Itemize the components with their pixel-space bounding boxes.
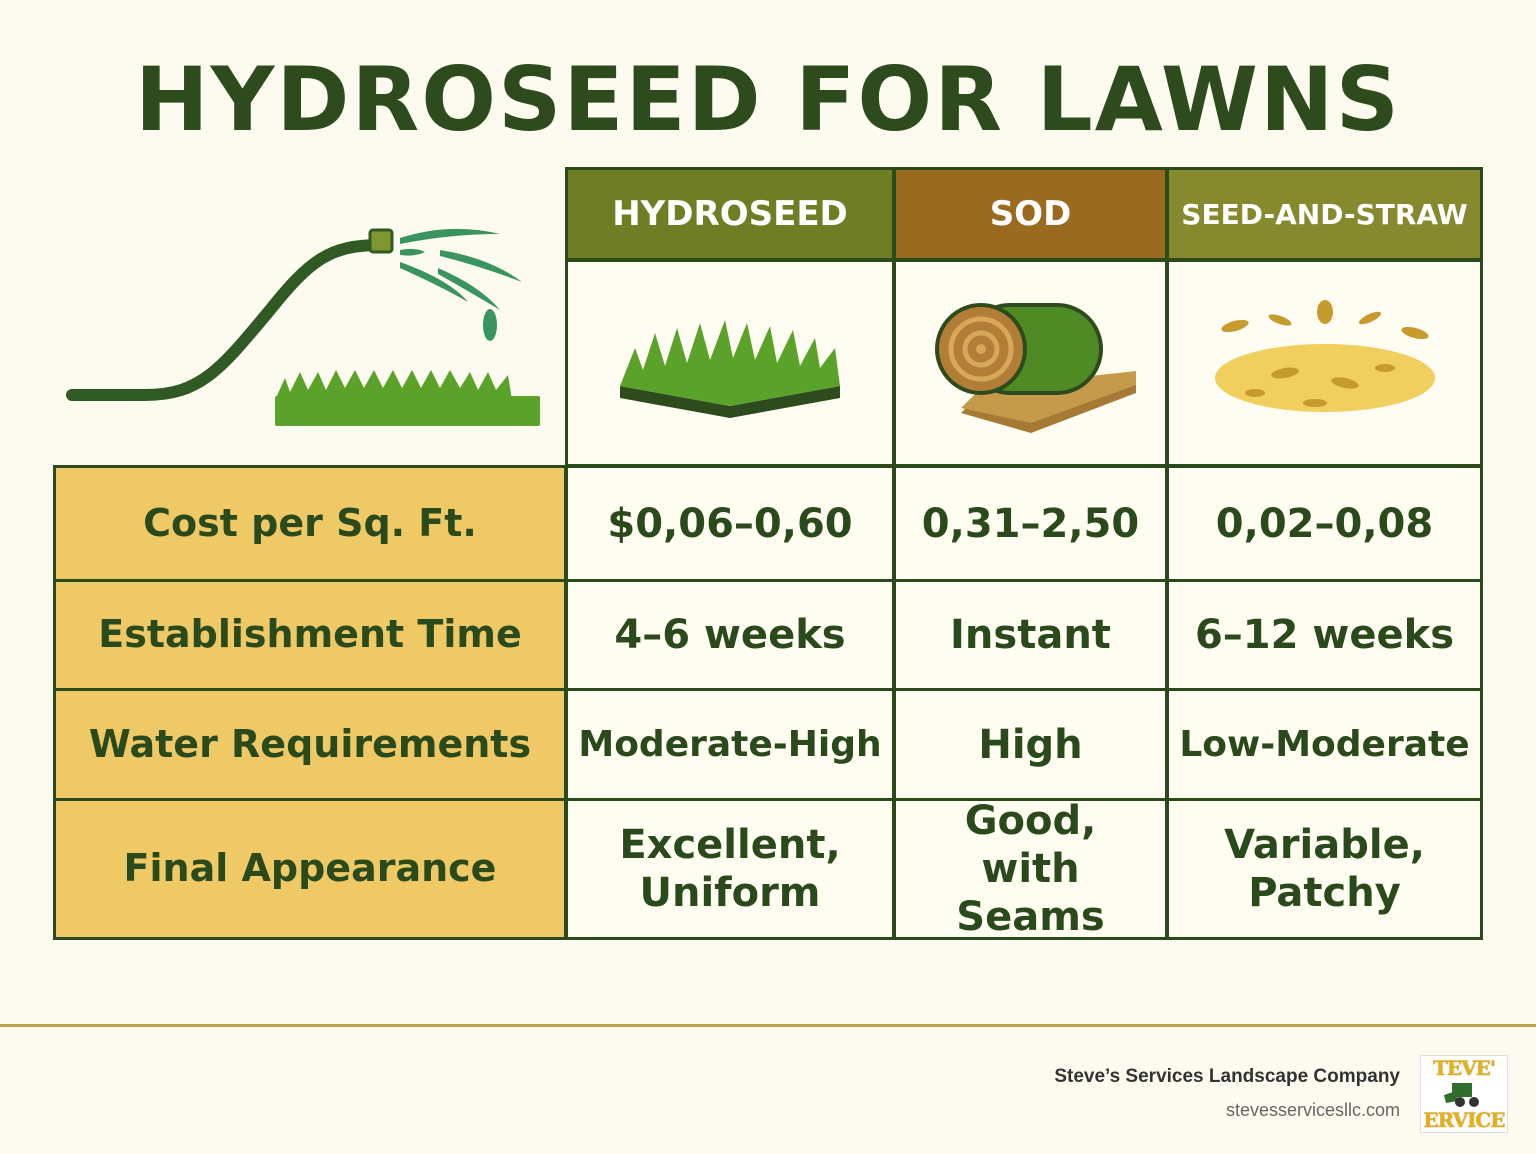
row-label: Final Appearance bbox=[53, 798, 567, 940]
cell-sod: 0,31–2,50 bbox=[893, 465, 1168, 582]
sod-roll-icon bbox=[934, 303, 1136, 433]
company-name: Steve’s Services Landscape Company bbox=[1054, 1066, 1400, 1087]
cell-seed-and-straw: Variable, Patchy bbox=[1166, 798, 1483, 940]
cell-hydroseed: 4–6 weeks bbox=[565, 579, 895, 691]
row-label: Cost per Sq. Ft. bbox=[53, 465, 567, 582]
table-row-water: Water Requirements Moderate-High High Lo… bbox=[53, 688, 1483, 801]
row-label: Establishment Time bbox=[53, 579, 567, 691]
logo-text-top: TEVE' bbox=[1432, 1056, 1496, 1080]
cell-sod: High bbox=[893, 688, 1168, 801]
sod-image-cell bbox=[893, 259, 1168, 467]
skid-steer-icon bbox=[1444, 1083, 1479, 1107]
cell-seed-and-straw: Low-Moderate bbox=[1166, 688, 1483, 801]
footer-divider bbox=[0, 1024, 1536, 1027]
cell-sod: Instant bbox=[893, 579, 1168, 691]
column-header-sod: SOD bbox=[893, 167, 1168, 261]
cell-seed-and-straw: 6–12 weeks bbox=[1166, 579, 1483, 691]
seed-and-straw-image-cell bbox=[1166, 259, 1483, 467]
straw-pile-icon bbox=[1214, 300, 1435, 412]
table-row-cost: Cost per Sq. Ft. $0,06–0,60 0,31–2,50 0,… bbox=[53, 465, 1483, 582]
column-header-seed-and-straw: SEED-AND-STRAW bbox=[1166, 167, 1483, 261]
hydroseed-image-cell bbox=[565, 259, 895, 467]
grass-patch-icon bbox=[620, 320, 840, 418]
cell-hydroseed: Excellent, Uniform bbox=[565, 798, 895, 940]
logo-text-bottom: ERVICE bbox=[1423, 1108, 1505, 1132]
table-row-establishment: Establishment Time 4–6 weeks Instant 6–1… bbox=[53, 579, 1483, 691]
company-logo: TEVE' ERVICE bbox=[1420, 1055, 1508, 1133]
table-row-appearance: Final Appearance Excellent, Uniform Good… bbox=[53, 798, 1483, 940]
cell-seed-and-straw: 0,02–0,08 bbox=[1166, 465, 1483, 582]
cell-sod: Good, with Seams bbox=[893, 798, 1168, 940]
cell-hydroseed: $0,06–0,60 bbox=[565, 465, 895, 582]
row-label: Water Requirements bbox=[53, 688, 567, 801]
page-title: HYDROSEED FOR LAWNS bbox=[135, 48, 1401, 151]
cell-hydroseed: Moderate-High bbox=[565, 688, 895, 801]
column-header-hydroseed: HYDROSEED bbox=[565, 167, 895, 261]
company-url[interactable]: stevesservicesllc.com bbox=[1225, 1100, 1400, 1120]
hose-spraying-grass-icon bbox=[66, 228, 540, 426]
